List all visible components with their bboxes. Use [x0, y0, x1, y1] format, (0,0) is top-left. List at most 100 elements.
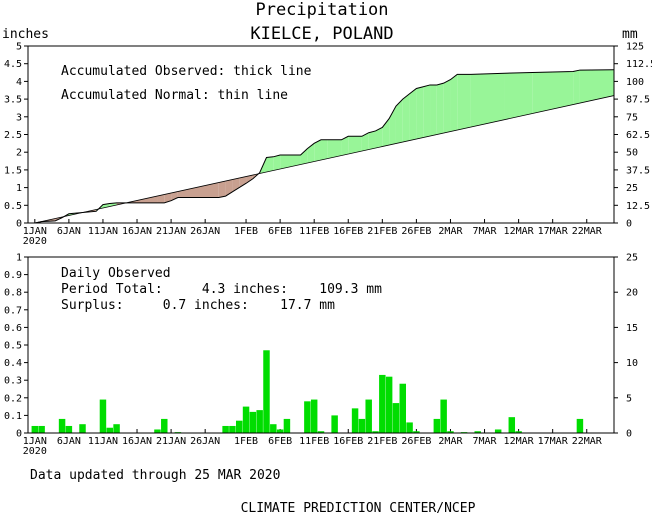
surplus-area [579, 69, 614, 104]
accumulated-normal-line [34, 95, 615, 224]
daily-bar [385, 376, 393, 433]
bottom-ytick-right-label: 10 [626, 358, 638, 369]
top-ytick-left-label: 0 [16, 219, 22, 230]
surplus-area [443, 79, 451, 134]
daily-bar [358, 418, 366, 433]
bottom-ytick-left-label: 0.5 [4, 341, 22, 352]
daily-bar [508, 417, 516, 433]
bottom-xtick-label: 12MAR [504, 436, 535, 447]
daily-bar [79, 424, 86, 433]
top-annotation-observed: Accumulated Observed: thick line [61, 64, 312, 79]
top-xtick-label: 11FEB [299, 226, 329, 237]
bottom-xtick-label: 16JAN [122, 436, 152, 447]
top-ytick-left-label: 4.5 [4, 59, 22, 70]
top-ytick-right-label: 50 [626, 148, 638, 159]
surplus-area [436, 83, 444, 135]
surplus-area [504, 72, 533, 120]
top-ytick-right-label: 125 [626, 42, 644, 53]
bottom-xtick-label: 21FEB [367, 436, 397, 447]
daily-bar [399, 383, 407, 433]
top-ytick-left-label: 2.5 [4, 130, 22, 141]
top-xtick-label: 21JAN [156, 226, 186, 237]
footer-updated: Data updated through 25 MAR 2020 [30, 468, 280, 483]
surplus-area [341, 136, 349, 156]
daily-bar [317, 431, 325, 433]
bottom-annotation-surplus: Surplus: 0.7 inches: 17.7 mm [61, 298, 335, 313]
daily-bar [229, 425, 236, 433]
bottom-ytick-right-label: 25 [626, 253, 638, 264]
bottom-xtick-label: 6FEB [268, 436, 292, 447]
accumulated-panel: 00.511.522.533.544.55012.52537.55062.575… [4, 42, 652, 248]
bottom-annotation-period-total: Period Total: 4.3 inches: 109.3 mm [61, 282, 382, 297]
bottom-ytick-right-label: 15 [626, 323, 638, 334]
top-ytick-left-label: 0.5 [4, 201, 22, 212]
surplus-area [375, 127, 383, 149]
top-ytick-left-label: 3 [16, 112, 22, 123]
top-plot-frame [27, 45, 615, 224]
bottom-xtick-year-label: 2020 [23, 446, 47, 457]
top-xtick-year-label: 2020 [23, 236, 47, 247]
daily-bar [31, 425, 39, 433]
accumulated-observed-line [34, 69, 615, 224]
daily-bar [154, 429, 161, 433]
top-ytick-right-label: 37.5 [626, 165, 650, 176]
top-xtick-label: 1FEB [234, 226, 258, 237]
top-xtick-label: 6JAN [57, 226, 81, 237]
bottom-annotation-daily: Daily Observed [61, 266, 171, 281]
daily-bar [99, 399, 107, 433]
surplus-area [409, 88, 417, 141]
bottom-xtick-label: 11JAN [88, 436, 118, 447]
deficit-area [225, 179, 233, 197]
top-annotation-normal: Accumulated Normal: thin line [61, 88, 288, 103]
daily-bar [235, 420, 243, 433]
top-y-unit-left: inches [2, 27, 49, 42]
bottom-xtick-label: 11FEB [299, 436, 329, 447]
bottom-ytick-left-label: 0 [16, 429, 22, 440]
surplus-area [532, 71, 574, 114]
top-ytick-left-label: 2 [16, 148, 22, 159]
daily-bar [447, 431, 454, 433]
daily-bar [304, 401, 311, 433]
surplus-area [470, 73, 505, 128]
surplus-area [368, 130, 376, 150]
surplus-area [321, 139, 328, 161]
deficit-area [164, 193, 172, 203]
deficit-area [246, 175, 253, 184]
top-ytick-left-label: 5 [16, 42, 22, 53]
surplus-area [273, 155, 281, 171]
surplus-area [300, 148, 308, 165]
daily-bar [106, 427, 114, 433]
daily-bar [242, 406, 250, 433]
daily-bar [276, 429, 284, 433]
top-xtick-label: 1JAN [23, 226, 47, 237]
surplus-area [457, 74, 471, 131]
top-ytick-right-label: 25 [626, 183, 638, 194]
top-xtick-label: 16JAN [122, 226, 152, 237]
top-xtick-label: 6FEB [268, 226, 292, 237]
daily-bar [113, 424, 120, 433]
top-xtick-label: 17MAR [538, 226, 569, 237]
deficit-area [177, 182, 219, 198]
daily-bar [222, 425, 229, 433]
top-xtick-label: 16FEB [333, 226, 363, 237]
surplus-area [348, 136, 362, 155]
bottom-xtick-label: 17MAR [538, 436, 569, 447]
surplus-area [266, 156, 274, 173]
bottom-ytick-right-label: 20 [626, 288, 638, 299]
top-ytick-left-label: 1 [16, 183, 22, 194]
surplus-area [450, 74, 458, 132]
bottom-xtick-label: 2MAR [438, 436, 463, 447]
top-ytick-left-label: 1.5 [4, 165, 22, 176]
deficit-area [218, 181, 226, 198]
daily-bar [474, 431, 481, 433]
surplus-area [416, 86, 424, 140]
daily-panel: 00.10.20.30.40.50.60.70.80.9105101520251… [4, 253, 638, 458]
surplus-area [361, 132, 369, 152]
surplus-area [395, 99, 403, 144]
daily-bar [161, 418, 168, 433]
top-ytick-right-label: 62.5 [626, 130, 650, 141]
daily-bar [38, 425, 45, 433]
surplus-area [573, 70, 580, 105]
surplus-area [430, 84, 437, 137]
